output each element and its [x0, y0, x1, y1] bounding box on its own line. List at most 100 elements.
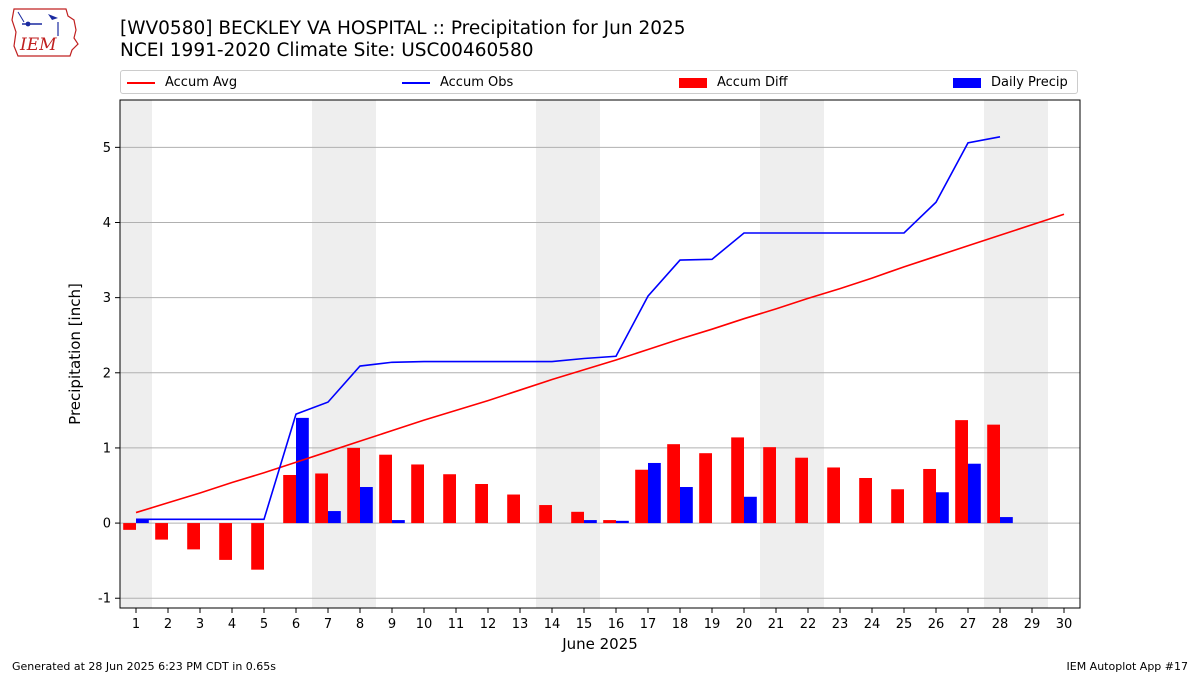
- accum-diff-bar: [891, 489, 904, 524]
- weekend-shade: [984, 100, 1016, 608]
- x-tick-label: 18: [672, 617, 689, 632]
- daily-precip-bar: [968, 463, 981, 524]
- x-tick-label: 6: [292, 617, 300, 632]
- y-tick-label: 3: [103, 291, 111, 306]
- x-tick-label: 30: [1056, 617, 1073, 632]
- legend-item-accum-diff: Accum Diff: [679, 74, 788, 92]
- logo-text: IEM: [19, 35, 57, 55]
- legend-label-accum-obs: Accum Obs: [440, 75, 514, 90]
- weekend-shade: [120, 100, 152, 608]
- x-tick-label: 14: [544, 617, 561, 632]
- accum-diff-bar: [475, 484, 488, 524]
- daily-precip-bar: [648, 462, 661, 524]
- footer-app-text: IEM Autoplot App #17: [1066, 660, 1189, 673]
- weekend-shade: [1016, 100, 1048, 608]
- y-tick-label: 5: [103, 141, 111, 156]
- daily-precip-bar: [1000, 517, 1013, 524]
- legend-swatch-accum-obs: [402, 81, 430, 84]
- accum-diff-bar: [443, 474, 456, 524]
- x-tick-label: 12: [480, 617, 497, 632]
- accum-avg-line: [135, 213, 1065, 514]
- x-tick-label: 29: [1024, 617, 1041, 632]
- daily-precip-bar: [616, 520, 629, 524]
- x-tick-label: 22: [800, 617, 817, 632]
- y-tick-label: 4: [103, 216, 111, 231]
- accum-diff-bar: [571, 511, 584, 524]
- legend-label-accum-diff: Accum Diff: [717, 75, 788, 90]
- x-tick-label: 15: [576, 617, 593, 632]
- x-tick-label: 17: [640, 617, 657, 632]
- accum-diff-bar: [603, 520, 616, 524]
- accum-diff-bar: [667, 444, 680, 524]
- daily-precip-bar: [296, 417, 309, 524]
- x-tick-label: 3: [196, 617, 204, 632]
- accum-diff-bar: [187, 523, 200, 550]
- x-tick-label: 19: [704, 617, 721, 632]
- daily-precip-bar: [136, 519, 149, 524]
- x-tick-label: 23: [832, 617, 849, 632]
- accum-diff-bar: [827, 467, 840, 524]
- legend-label-accum-avg: Accum Avg: [165, 75, 238, 90]
- accum-diff-bar: [251, 523, 264, 570]
- x-tick-label: 25: [896, 617, 913, 632]
- accum-diff-bar: [411, 464, 424, 524]
- x-tick-label: 1: [132, 617, 140, 632]
- y-tick-label: 2: [103, 366, 111, 381]
- accum-diff-bar: [539, 505, 552, 524]
- x-tick-label: 24: [864, 617, 881, 632]
- weekend-shade: [312, 100, 344, 608]
- accum-diff-bar: [763, 447, 776, 524]
- legend-swatch-daily-precip: [953, 77, 981, 88]
- legend-swatch-accum-diff: [679, 77, 707, 88]
- x-tick-label: 8: [356, 617, 364, 632]
- accum-diff-bar: [699, 453, 712, 524]
- x-tick-label: 13: [512, 617, 529, 632]
- x-tick-label: 27: [960, 617, 977, 632]
- x-tick-label: 16: [608, 617, 625, 632]
- weekend-shade: [792, 100, 824, 608]
- accum-diff-bar: [155, 523, 168, 540]
- x-tick-label: 2: [164, 617, 172, 632]
- weekend-shade: [344, 100, 376, 608]
- daily-precip-bar: [328, 511, 341, 524]
- footer-generated-text: Generated at 28 Jun 2025 6:23 PM CDT in …: [12, 660, 277, 673]
- accum-diff-bar: [923, 468, 936, 524]
- accum-diff-bar: [123, 523, 136, 530]
- accum-diff-bar: [347, 447, 360, 524]
- daily-precip-bar: [392, 520, 405, 524]
- accum-obs-line: [136, 136, 1001, 521]
- y-tick-label: -1: [98, 592, 111, 607]
- accum-diff-bar: [379, 454, 392, 524]
- plot-frame: [119, 99, 1081, 609]
- x-tick-label: 7: [324, 617, 332, 632]
- accum-diff-bar: [955, 420, 968, 524]
- x-tick-label: 9: [388, 617, 396, 632]
- accum-diff-bar: [315, 473, 328, 524]
- daily-precip-bar: [584, 520, 597, 524]
- accum-diff-bar: [635, 469, 648, 524]
- chart-subtitle: NCEI 1991-2020 Climate Site: USC00460580: [120, 40, 534, 61]
- daily-precip-bar: [360, 487, 373, 524]
- daily-precip-bar: [680, 487, 693, 524]
- x-tick-label: 20: [736, 617, 753, 632]
- accum-diff-bar: [859, 477, 872, 524]
- chart-legend: Accum Avg Accum Obs Accum Diff Daily Pre…: [120, 70, 1078, 94]
- accum-diff-bar: [507, 494, 520, 524]
- accum-diff-bar: [795, 457, 808, 524]
- x-tick-label: 28: [992, 617, 1009, 632]
- legend-item-accum-avg: Accum Avg: [127, 74, 237, 92]
- legend-swatch-accum-avg: [127, 81, 155, 84]
- x-tick-label: 21: [768, 617, 785, 632]
- accum-diff-bar: [987, 424, 1000, 524]
- weekend-shade: [568, 100, 600, 608]
- y-tick-label: 0: [103, 517, 111, 532]
- x-tick-label: 11: [448, 617, 465, 632]
- x-axis-label: June 2025: [561, 635, 638, 653]
- accum-diff-bar: [219, 523, 232, 560]
- weekend-shade: [536, 100, 568, 608]
- y-axis-label: Precipitation [inch]: [66, 283, 84, 425]
- daily-precip-bar: [744, 496, 757, 524]
- x-tick-label: 10: [416, 617, 433, 632]
- y-tick-label: 1: [103, 441, 111, 456]
